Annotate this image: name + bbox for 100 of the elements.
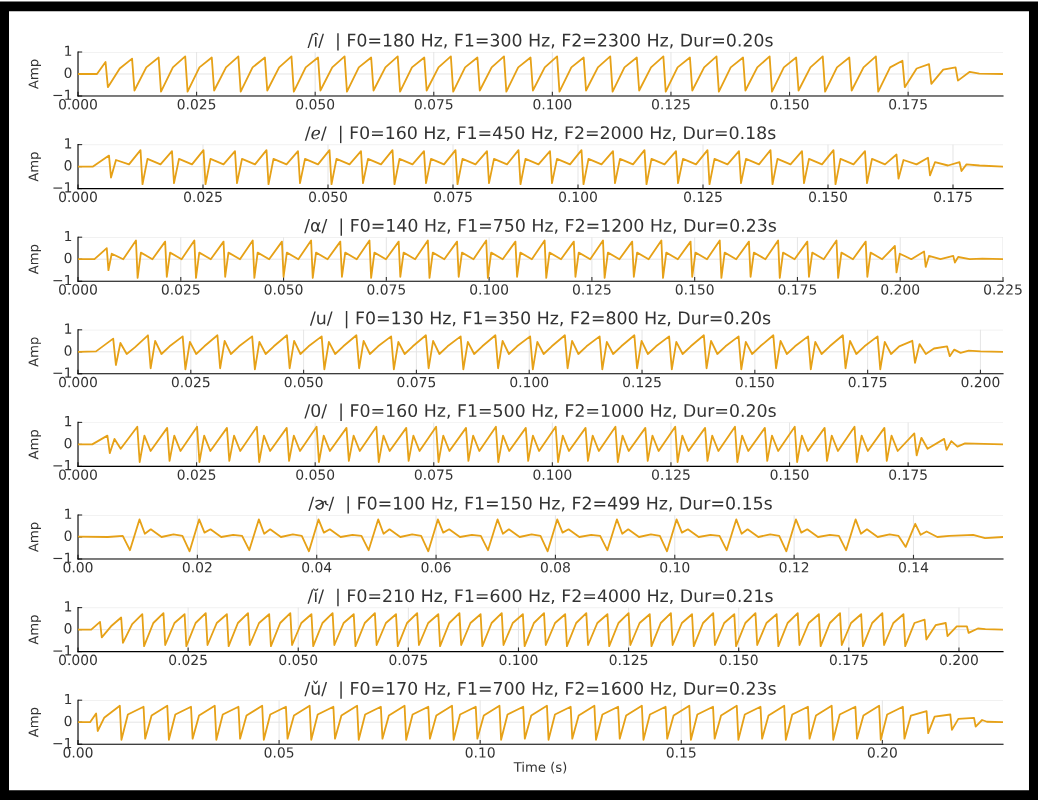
x-tick-label: 0.05 [264, 747, 294, 758]
chart-title: /u/ | F0=130 Hz, F1=350 Hz, F2=800 Hz, Dur=0.20s [309, 310, 771, 329]
x-tick-label: 0.04 [302, 562, 332, 573]
x-tick-label: 0.075 [434, 191, 472, 203]
x-tick-label: 0.000 [59, 469, 97, 480]
line-series [78, 239, 1003, 279]
y-tick-label: 1 [65, 138, 72, 149]
x-tick-label: 0.14 [898, 562, 929, 573]
x-tick-label: 0.000 [59, 284, 97, 295]
x-tick-label: 0.10 [660, 562, 690, 573]
y-axis-title: Amp [28, 522, 41, 553]
y-tick-label: 1 [65, 416, 72, 427]
x-tick-label: 0.225 [984, 284, 1022, 295]
x-axis-title: Time (s) [513, 761, 567, 774]
x-tick-label: 0.025 [184, 191, 222, 203]
y-tick-label: −1 [53, 460, 72, 471]
x-tick-label: 0.175 [848, 376, 887, 388]
x-tick-label: 0.025 [171, 376, 210, 388]
y-tick-label: −1 [53, 737, 72, 749]
x-tick-label: 0.075 [414, 469, 453, 480]
x-tick-label: 0.02 [182, 562, 212, 573]
x-tick-label: 0.075 [414, 99, 453, 110]
y-tick-label: 1 [65, 601, 72, 612]
y-tick-label: 1 [65, 45, 72, 56]
x-tick-label: 0.100 [533, 469, 572, 480]
x-tick-label: 0.15 [666, 747, 696, 758]
line-series [78, 425, 1003, 463]
x-tick-label: 0.050 [309, 191, 347, 203]
y-tick-label: 0 [64, 67, 72, 79]
x-tick-label: 0.150 [735, 376, 774, 388]
x-tick-label: 0.075 [389, 654, 428, 666]
y-tick-label: 0 [64, 437, 72, 449]
x-tick-label: 0.075 [397, 376, 436, 388]
x-tick-label: 0.200 [939, 654, 978, 666]
x-tick-label: 0.100 [559, 191, 597, 203]
x-tick-label: 0.175 [889, 469, 927, 480]
y-axis-title: Amp [28, 615, 41, 645]
y-tick-label: 0 [64, 160, 72, 171]
y-tick-label: −1 [53, 274, 72, 286]
y-tick-label: 0 [64, 345, 72, 356]
x-tick-label: 0.000 [59, 654, 97, 666]
x-tick-label: 0.000 [59, 191, 97, 203]
y-tick-label: 1 [65, 693, 72, 705]
chart-title: /ĭ/ | F0=210 Hz, F1=600 Hz, F2=4000 Hz, Dur=0.21s [307, 588, 773, 607]
x-tick-label: 0.125 [684, 191, 722, 203]
line-series [78, 149, 1003, 186]
y-tick-label: 0 [64, 252, 72, 264]
x-tick-label: 0.100 [499, 654, 538, 666]
x-tick-label: 0.08 [540, 562, 570, 573]
x-tick-label: 0.000 [59, 376, 97, 388]
y-axis-title: Amp [28, 429, 41, 460]
line-series [78, 704, 1003, 741]
y-tick-label: −1 [53, 552, 72, 563]
chart-title: /ǔ/ | F0=170 Hz, F1=700 Hz, F2=1600 Hz, Dur=0.23s [304, 680, 776, 699]
x-tick-label: 0.100 [533, 99, 572, 110]
x-tick-label: 0.00 [63, 747, 93, 758]
chart-title: /ℯ/ | F0=160 Hz, F1=450 Hz, F2=2000 Hz, Dur=0.18s [304, 125, 776, 144]
x-tick-label: 0.200 [961, 376, 1000, 388]
y-axis-title: Amp [28, 59, 41, 90]
x-tick-label: 0.025 [169, 654, 207, 666]
x-tick-label: 0.050 [264, 284, 303, 295]
x-tick-label: 0.125 [609, 654, 648, 666]
line-series [78, 55, 1003, 93]
y-tick-label: −1 [53, 89, 72, 100]
x-tick-label: 0.200 [881, 284, 920, 295]
x-tick-label: 0.00 [63, 562, 93, 573]
x-tick-label: 0.050 [279, 654, 318, 666]
y-axis-title: Amp [28, 337, 41, 367]
y-tick-label: 1 [65, 508, 72, 519]
y-tick-label: 1 [65, 230, 72, 242]
y-tick-label: −1 [53, 645, 72, 656]
y-tick-label: −1 [53, 182, 72, 193]
x-tick-label: 0.100 [510, 376, 549, 388]
x-tick-label: 0.150 [770, 99, 809, 110]
y-tick-label: 1 [65, 323, 72, 334]
x-tick-label: 0.125 [651, 469, 690, 480]
x-tick-label: 0.10 [465, 747, 495, 758]
x-tick-label: 0.12 [779, 562, 809, 573]
x-tick-label: 0.175 [889, 99, 927, 110]
y-axis-title: Amp [28, 152, 41, 182]
x-tick-label: 0.000 [59, 99, 97, 110]
y-tick-label: 0 [64, 715, 72, 727]
chart-title: /α/ | F0=140 Hz, F1=750 Hz, F2=1200 Hz, Dur=0.23s [304, 218, 776, 236]
x-tick-label: 0.025 [177, 469, 216, 480]
x-tick-label: 0.050 [296, 99, 335, 110]
x-tick-label: 0.175 [934, 191, 972, 203]
x-tick-label: 0.175 [829, 654, 868, 666]
x-tick-label: 0.125 [623, 376, 661, 388]
x-tick-label: 0.150 [809, 191, 847, 203]
x-tick-label: 0.175 [778, 284, 817, 295]
line-series [78, 612, 1003, 648]
x-tick-label: 0.150 [719, 654, 758, 666]
y-axis-title: Amp [28, 707, 41, 738]
x-tick-label: 0.025 [161, 284, 200, 295]
x-tick-label: 0.125 [651, 99, 690, 110]
x-tick-label: 0.06 [421, 562, 451, 573]
x-tick-label: 0.075 [367, 284, 405, 295]
x-tick-label: 0.050 [284, 376, 323, 388]
y-axis-title: Amp [28, 244, 41, 275]
y-tick-label: 0 [64, 623, 72, 634]
